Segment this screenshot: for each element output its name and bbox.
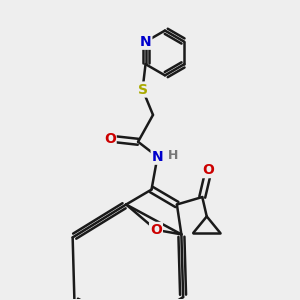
Text: O: O — [104, 132, 116, 146]
Text: O: O — [202, 163, 214, 177]
Text: N: N — [152, 150, 163, 164]
Text: H: H — [168, 149, 178, 162]
Text: O: O — [150, 223, 162, 237]
Text: S: S — [137, 82, 148, 97]
Text: N: N — [140, 35, 151, 49]
